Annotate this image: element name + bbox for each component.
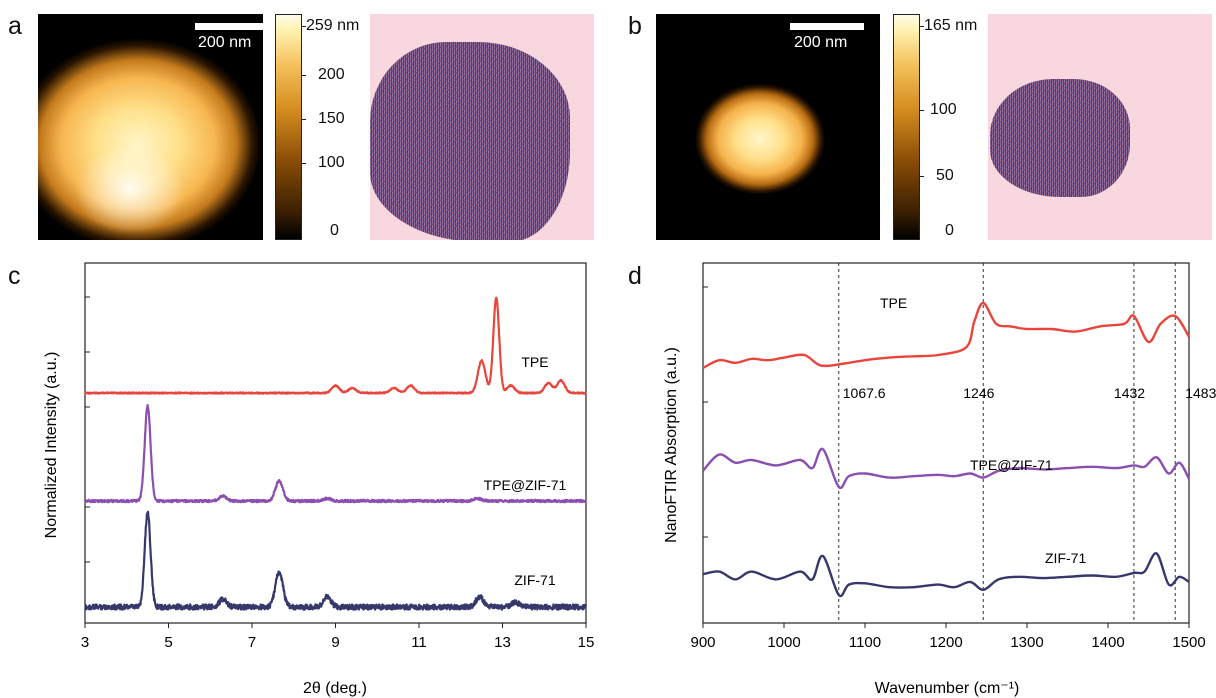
colorbar-b [893, 14, 920, 240]
x-tick-label-d-5: 1400 [1091, 634, 1124, 651]
nanoftir-map-b [988, 14, 1212, 240]
colorbar-tick-a-1: 200 [318, 66, 345, 83]
panel-label-d: d [628, 262, 642, 290]
colorbar-tick-a-4: 0 [330, 222, 339, 239]
panel-label-b: b [628, 12, 642, 40]
panel-label-c: c [8, 262, 21, 290]
x-tick-label-d-4: 1300 [1010, 634, 1043, 651]
reference-label-d-0: 1067.6 [843, 385, 886, 401]
reference-label-d-3: 1483 [1185, 385, 1216, 401]
series-line-c-zif-71 [84, 510, 588, 611]
scale-bar-label-a: 200 nm [198, 34, 252, 51]
colorbar-tick-b-3: 0 [945, 222, 954, 239]
reference-label-d-1: 1246 [963, 385, 994, 401]
nanoftir-chart: NanoFTIR Absorption (a.u.) Wavenumber (c… [663, 262, 1216, 697]
xrd-chart: Normalized Intensity (a.u.) 2θ (deg.) 3 5… [43, 262, 595, 697]
series-line-d-tpe [702, 301, 1191, 370]
series-label-c-0: TPE [521, 354, 548, 370]
scale-bar-label-b: 200 nm [794, 34, 848, 51]
colorbar-tick-b-1: 100 [930, 101, 957, 118]
x-tick-label-c-3: 9 [331, 634, 339, 651]
reference-label-d-2: 1432 [1114, 385, 1145, 401]
scale-bar-a [195, 23, 283, 30]
panel-label-a: a [8, 12, 22, 40]
x-axis-label-d: Wavenumber (cm⁻¹) [875, 680, 1020, 697]
colorbar-tick-b-0: 165 nm [924, 17, 978, 34]
colorbar-a [275, 14, 302, 240]
colorbar-tick-b-2: 50 [936, 167, 954, 184]
series-line-c-tpe-zif-71 [83, 404, 587, 504]
afm-height-image-a: 200 nm [38, 14, 283, 240]
series-label-d-1: TPE@ZIF-71 [970, 457, 1053, 473]
x-tick-label-d-3: 1200 [929, 634, 962, 651]
series-label-d-0: TPE [880, 295, 907, 311]
series-label-c-2: ZIF-71 [514, 572, 555, 588]
x-tick-label-c-0: 3 [81, 634, 89, 651]
x-tick-label-d-6: 1500 [1172, 634, 1205, 651]
series-line-c-tpe [83, 296, 587, 395]
x-tick-label-c-5: 13 [494, 634, 511, 651]
x-tick-label-c-6: 15 [578, 634, 595, 651]
scale-bar-b [790, 23, 864, 30]
colorbar-tick-a-0: 259 nm [306, 17, 360, 34]
x-tick-label-d-1: 1000 [767, 634, 800, 651]
series-label-c-1: TPE@ZIF-71 [484, 477, 567, 493]
x-tick-label-d-0: 900 [690, 634, 715, 651]
x-tick-label-c-2: 7 [248, 634, 256, 651]
y-axis-label-d: NanoFTIR Absorption (a.u.) [663, 347, 680, 543]
series-line-d-zif-71 [702, 552, 1190, 598]
series-label-d-2: ZIF-71 [1045, 550, 1086, 566]
x-axis-label-c: 2θ (deg.) [303, 680, 367, 697]
colorbar-tick-a-2: 150 [318, 110, 345, 127]
x-tick-label-c-4: 11 [411, 634, 427, 651]
afm-height-image-b: 200 nm [656, 14, 880, 240]
plot-frame-d [702, 262, 1190, 624]
nanoftir-map-a [370, 14, 594, 240]
x-tick-label-c-1: 5 [164, 634, 172, 651]
colorbar-tick-a-3: 100 [318, 154, 345, 171]
x-tick-label-d-2: 1100 [849, 634, 881, 651]
plot-frame-c [84, 262, 587, 624]
series-line-d-tpe-zif-71 [702, 447, 1191, 490]
y-axis-label-c: Normalized Intensity (a.u.) [43, 352, 60, 539]
